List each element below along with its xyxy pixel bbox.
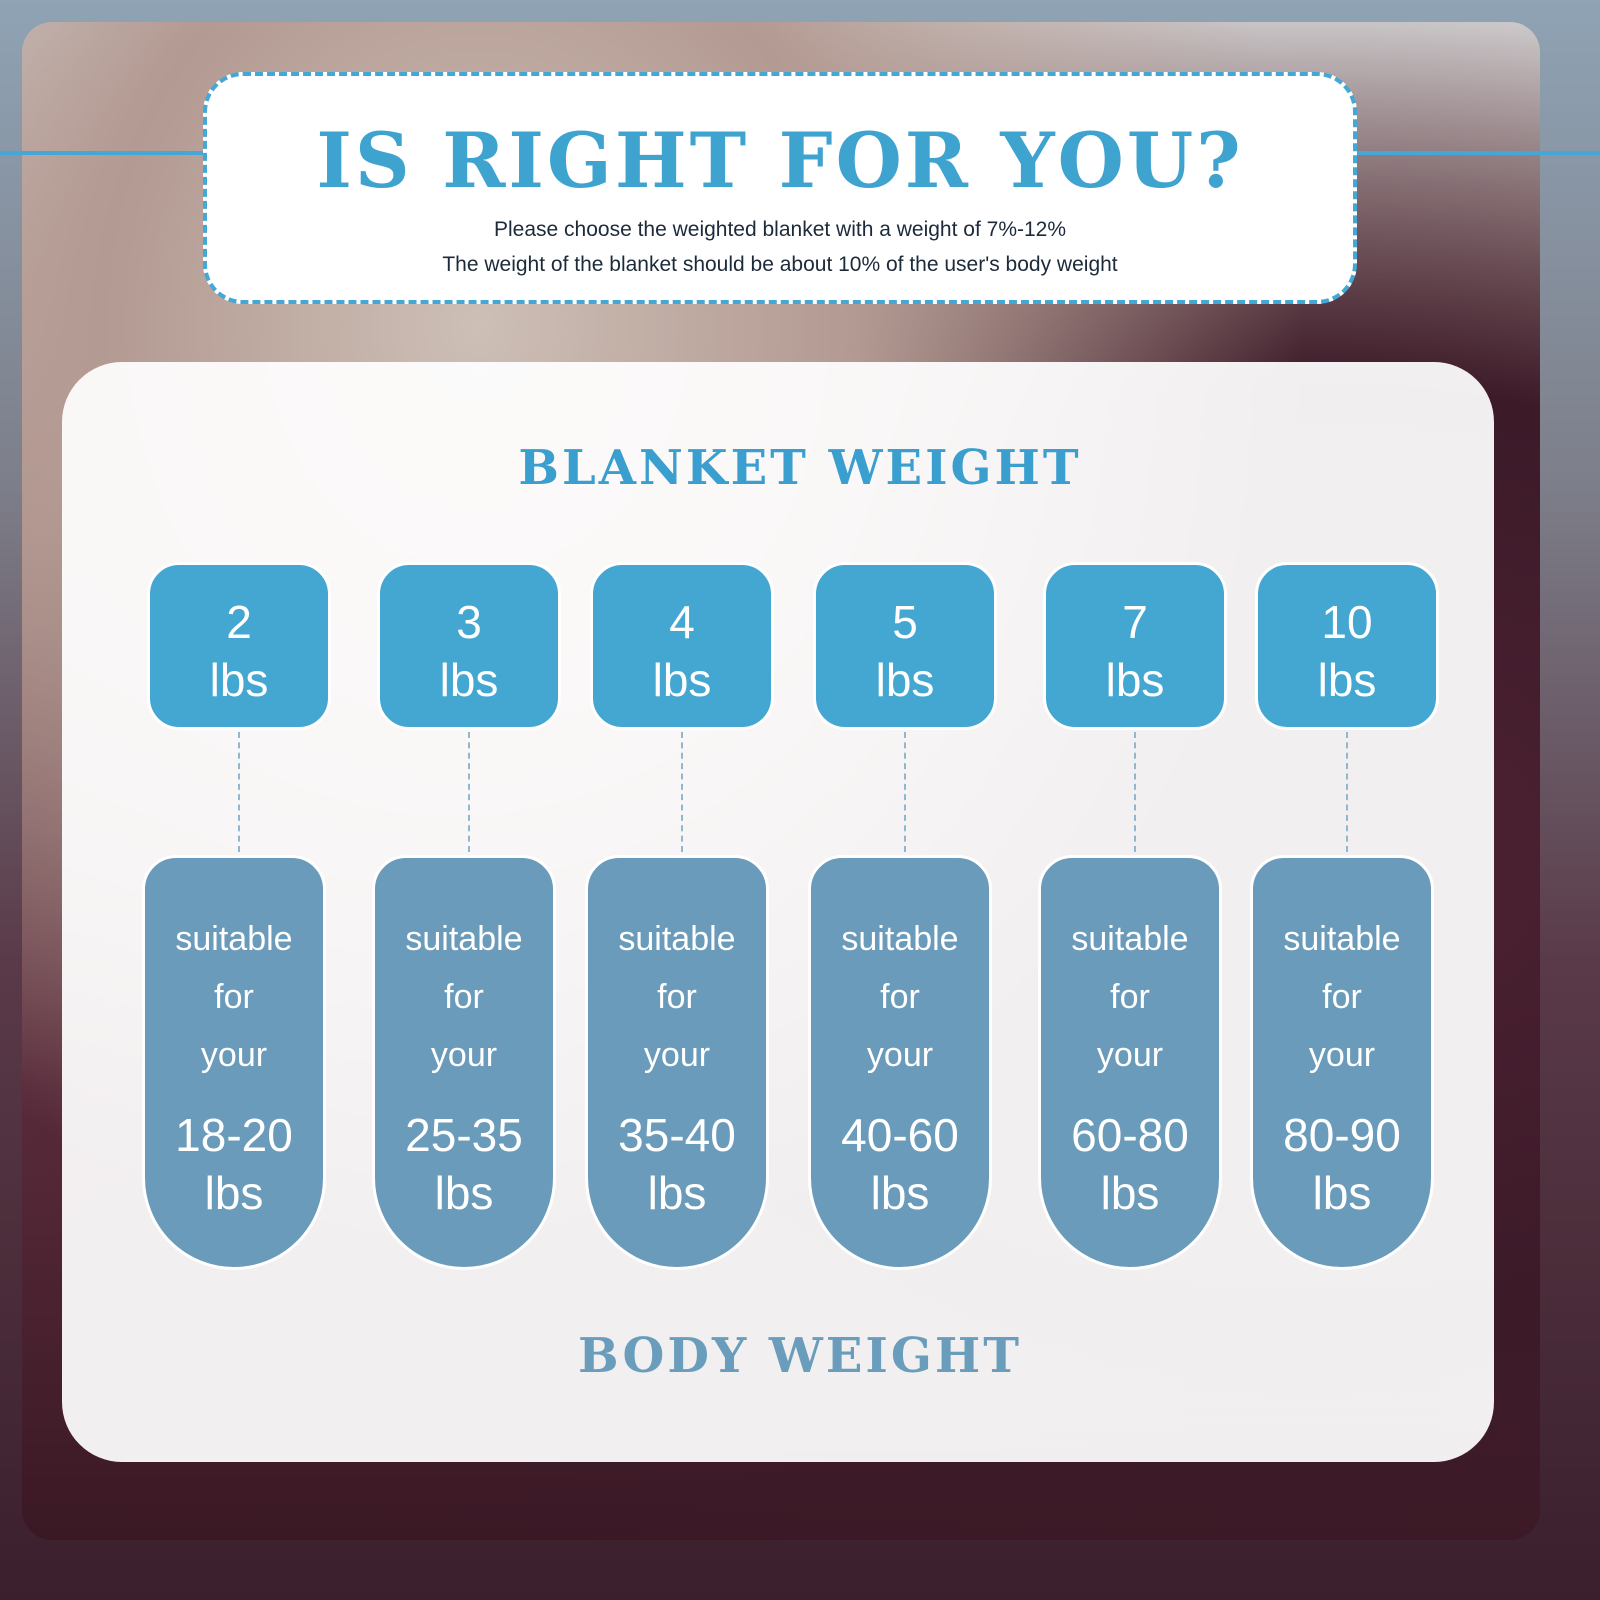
label-for: for — [880, 978, 920, 1016]
decor-line-right — [1355, 151, 1600, 155]
blanket-weight-value: 10 — [1321, 596, 1373, 648]
title-box: IS RIGHT FOR YOU? Please choose the weig… — [203, 72, 1357, 304]
body-weight-unit: lbs — [204, 1167, 264, 1219]
label-for: for — [657, 978, 697, 1016]
body-weight-box: suitable for your 35-40 lbs — [585, 855, 769, 1270]
label-suitable: suitable — [175, 920, 293, 958]
label-for: for — [444, 978, 484, 1016]
body-weight-box: suitable for your 18-20 lbs — [142, 855, 326, 1270]
decor-line-left — [0, 151, 205, 155]
subtitle-line-2: The weight of the blanket should be abou… — [442, 253, 1118, 276]
blanket-weight-value: 2 — [226, 596, 252, 648]
label-suitable: suitable — [405, 920, 523, 958]
body-weight-unit: lbs — [1312, 1167, 1372, 1219]
connector-line — [904, 732, 906, 852]
body-weight-unit: lbs — [647, 1167, 707, 1219]
body-weight-heading: BODY WEIGHT — [578, 1328, 1022, 1384]
blanket-weight-heading: BLANKET WEIGHT — [518, 440, 1082, 496]
label-for: for — [1322, 978, 1362, 1016]
body-weight-unit: lbs — [434, 1167, 494, 1219]
blanket-weight-value: 4 — [669, 596, 695, 648]
label-for: for — [1110, 978, 1150, 1016]
blanket-weight-box: 4 lbs — [590, 562, 774, 730]
blanket-weight-box: 5 lbs — [813, 562, 997, 730]
connector-line — [238, 732, 240, 852]
body-weight-range: 25-35 — [405, 1109, 523, 1161]
blanket-weight-box: 10 lbs — [1255, 562, 1439, 730]
blanket-weight-unit: lbs — [1317, 654, 1377, 706]
blanket-weight-value: 7 — [1122, 596, 1148, 648]
blanket-weight-unit: lbs — [209, 654, 269, 706]
body-weight-box: suitable for your 80-90 lbs — [1250, 855, 1434, 1270]
body-weight-unit: lbs — [870, 1167, 930, 1219]
label-suitable: suitable — [1283, 920, 1401, 958]
blanket-weight-unit: lbs — [1105, 654, 1165, 706]
body-weight-range: 40-60 — [841, 1109, 959, 1161]
blanket-weight-box: 7 lbs — [1043, 562, 1227, 730]
label-your: your — [200, 1036, 268, 1074]
blanket-weight-box: 2 lbs — [147, 562, 331, 730]
blanket-weight-value: 3 — [456, 596, 482, 648]
blanket-weight-value: 5 — [892, 596, 918, 648]
connector-line — [468, 732, 470, 852]
blanket-weight-unit: lbs — [652, 654, 712, 706]
subtitle-line-1: Please choose the weighted blanket with … — [493, 218, 1067, 241]
label-suitable: suitable — [1071, 920, 1189, 958]
label-for: for — [214, 978, 254, 1016]
page-title: IS RIGHT FOR YOU? — [316, 116, 1244, 205]
label-your: your — [1096, 1036, 1164, 1074]
body-weight-range: 35-40 — [618, 1109, 736, 1161]
body-weight-range: 18-20 — [175, 1109, 293, 1161]
blanket-weight-unit: lbs — [875, 654, 935, 706]
connector-line — [1134, 732, 1136, 852]
body-weight-box: suitable for your 25-35 lbs — [372, 855, 556, 1270]
label-suitable: suitable — [618, 920, 736, 958]
body-weight-box: suitable for your 40-60 lbs — [808, 855, 992, 1270]
body-weight-box: suitable for your 60-80 lbs — [1038, 855, 1222, 1270]
body-weight-range: 80-90 — [1283, 1109, 1401, 1161]
label-your: your — [643, 1036, 711, 1074]
body-weight-range: 60-80 — [1071, 1109, 1189, 1161]
label-your: your — [430, 1036, 498, 1074]
connector-line — [1346, 732, 1348, 852]
label-your: your — [1308, 1036, 1376, 1074]
label-your: your — [866, 1036, 934, 1074]
blanket-weight-box: 3 lbs — [377, 562, 561, 730]
connector-line — [681, 732, 683, 852]
label-suitable: suitable — [841, 920, 959, 958]
blanket-weight-unit: lbs — [439, 654, 499, 706]
body-weight-unit: lbs — [1100, 1167, 1160, 1219]
